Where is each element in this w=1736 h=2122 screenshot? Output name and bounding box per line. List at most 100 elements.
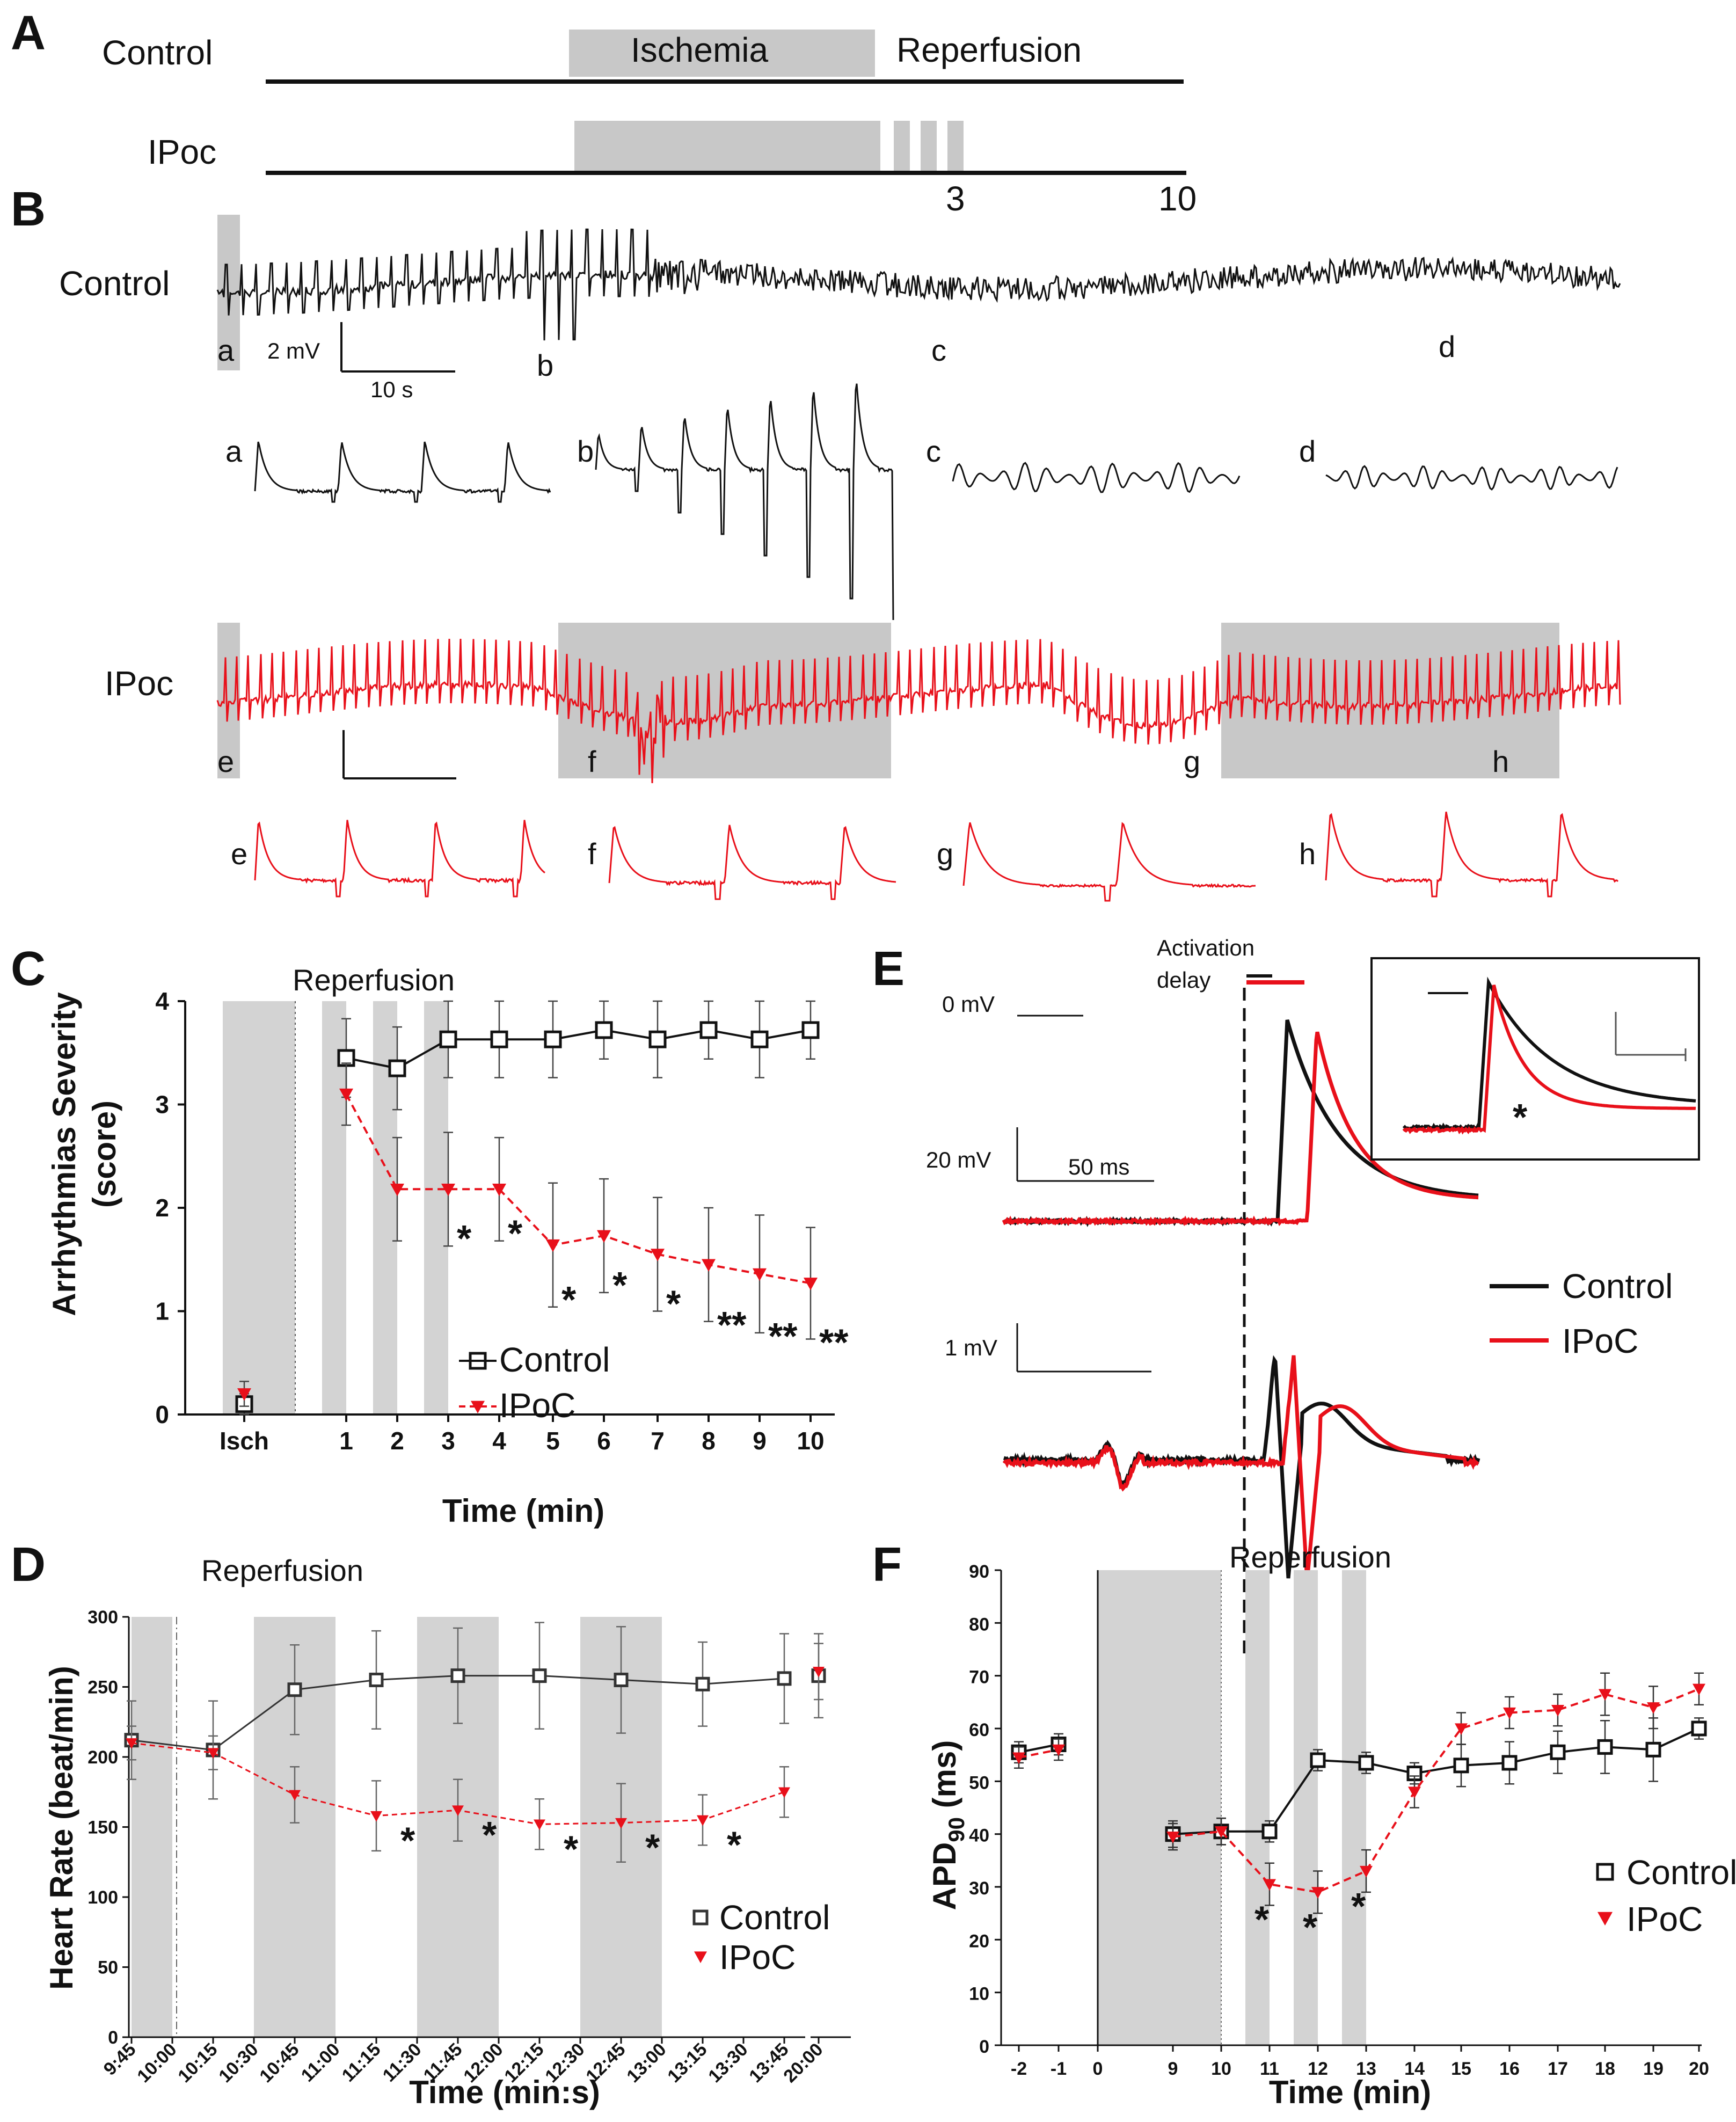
chart-c-ytick-label: 0	[155, 1401, 169, 1428]
chart-f-ytick-label: 10	[969, 1984, 989, 2004]
chart-f-point-ipoc	[1360, 1865, 1373, 1878]
marker-a: a	[217, 333, 235, 367]
chart-d-point-ipoc	[813, 1666, 825, 1678]
panel-f-label: F	[872, 1538, 902, 1592]
zoom-label-a: a	[225, 434, 243, 468]
chart-d-ytick-label: 100	[87, 1887, 118, 1908]
chart-f-ytick-label: 0	[979, 2037, 989, 2057]
chart-c-ylabel-1: Arrhythmias Severity	[46, 992, 82, 1316]
chart-c-point-ipoc	[702, 1259, 716, 1272]
zoom-label-h: h	[1299, 837, 1316, 871]
chart-c-point-ipoc	[546, 1239, 560, 1252]
chart-f-ytick-label: 80	[969, 1614, 989, 1635]
marker-f: f	[588, 745, 596, 778]
ipoc-cycle-3	[947, 121, 964, 172]
zoom-label-d: d	[1299, 434, 1316, 468]
panel-b-label: B	[11, 183, 46, 236]
chart-f-ylabel: APD90 (ms)	[927, 1740, 969, 1910]
reperfusion-label: Reperfusion	[896, 31, 1082, 69]
chart-f-point-ipoc	[1311, 1887, 1324, 1899]
chart-c-ytick-label: 3	[155, 1091, 169, 1119]
scale-1mv: 1 mV	[945, 1335, 997, 1360]
ecg-ipoc-trace	[216, 638, 1621, 783]
chart-f-point-control	[1550, 1744, 1566, 1760]
zoom-label-c: c	[926, 434, 941, 468]
chart-f-point-ipoc	[1455, 1723, 1468, 1735]
time-mark-10: 10	[1158, 179, 1197, 218]
legend-e-control: Control	[1562, 1267, 1673, 1306]
chart-f-point-ipoc	[1599, 1689, 1611, 1701]
zoom-label-b: b	[577, 434, 594, 468]
chart-f-point-control	[1261, 1824, 1278, 1840]
chart-c-significance: *	[561, 1279, 577, 1321]
chart-d-ytick-label: 300	[87, 1607, 118, 1628]
chart-d-point-ipoc	[207, 1748, 219, 1759]
chart-f-legend-ipoc: IPoC	[1626, 1900, 1703, 1938]
chart-d-ytick-label: 0	[108, 2028, 118, 2048]
chart-f-xtick-label: 17	[1548, 2059, 1568, 2079]
chart-d-ytick-label: 150	[87, 1818, 118, 1838]
chart-f-point-control	[1453, 1758, 1469, 1774]
scale-2mv: 2 mV	[267, 338, 320, 363]
chart-c-point-ipoc	[597, 1230, 611, 1243]
chart-d-point-ipoc	[289, 1790, 301, 1801]
chart-d-shaded-band-1	[132, 1617, 172, 2037]
ischemia-label: Ischemia	[631, 31, 769, 69]
chart-f-point-control	[1645, 1741, 1661, 1758]
chart-f-ytick-label: 30	[969, 1878, 989, 1899]
chart-d-plot: 0501001502002503009:4510:0010:1510:3010:…	[87, 1607, 851, 2087]
chart-c-reperfusion-band-1	[322, 1001, 346, 1414]
chart-f-xtick-label: 13	[1356, 2059, 1376, 2079]
chart-f-xtick-label: 0	[1093, 2059, 1103, 2079]
chart-f-xtick-label: -2	[1011, 2059, 1027, 2079]
chart-f-series-line-control-1	[1172, 1727, 1699, 1835]
chart-c-xtick-label: Isch	[220, 1427, 269, 1455]
panel-a-row-control-label: Control	[102, 33, 213, 72]
chart-c-xtick-label: 3	[441, 1427, 455, 1455]
chart-f-xtick-label: 19	[1643, 2059, 1664, 2079]
chart-c-series-line-ipoc	[345, 1093, 811, 1285]
chart-d-legend-control: Control	[719, 1898, 830, 1937]
chart-d-ytick-label: 200	[87, 1747, 118, 1768]
panel-d-annotation: Reperfusion	[201, 1554, 363, 1587]
chart-d-point-ipoc	[778, 1787, 790, 1798]
chart-c-legend-control: Control	[499, 1340, 610, 1379]
chart-c-xtick-label: 5	[546, 1427, 560, 1455]
chart-c-significance: **	[717, 1304, 747, 1346]
chart-f-xtick-label: -1	[1051, 2059, 1067, 2079]
chart-f-point-ipoc	[1215, 1826, 1228, 1838]
chart-d-point-ipoc	[697, 1815, 709, 1826]
chart-c-significance: *	[457, 1217, 472, 1259]
chart-c-point-ipoc	[651, 1249, 665, 1261]
inset-significance: *	[1513, 1096, 1528, 1138]
chart-f-point-ipoc	[1263, 1879, 1276, 1891]
zoom-label-g: g	[937, 837, 953, 871]
ischemia-block-ipoc	[574, 121, 880, 172]
chart-c-point-control	[439, 1030, 457, 1048]
chart-c-reperfusion-band-3	[424, 1001, 448, 1414]
chart-f-xtick-label: 15	[1451, 2059, 1471, 2079]
chart-d-point-control	[287, 1682, 302, 1697]
chart-f-xtick-label: 12	[1308, 2059, 1328, 2079]
chart-f-significance: *	[1351, 1885, 1366, 1927]
ecg-ipoc-window-f	[558, 623, 891, 778]
chart-f-legend-ipoc-marker	[1598, 1912, 1613, 1926]
chart-c-significance: *	[508, 1213, 523, 1255]
marker-e: e	[217, 745, 234, 778]
chart-c-ischemia-band	[223, 1001, 295, 1414]
zoom-label-e: e	[231, 837, 247, 871]
ecg-ipoc-window-e	[217, 623, 240, 778]
chart-d-significance: *	[482, 1814, 497, 1856]
chart-d-point-control	[777, 1671, 792, 1686]
chart-f-point-control	[1691, 1720, 1707, 1737]
chart-d-xlabel: Time (min:s)	[409, 2074, 600, 2110]
chart-d-point-control	[614, 1672, 629, 1687]
panel-d-label: D	[11, 1538, 46, 1592]
legend-e-ipoc: IPoC	[1562, 1322, 1638, 1360]
chart-c-xtick-label: 9	[753, 1427, 767, 1455]
chart-c-legend-ipoc-marker	[471, 1401, 485, 1413]
chart-d-ylabel: Heart Rate (beat/min)	[43, 1666, 79, 1989]
chart-f-xtick-label: 14	[1404, 2059, 1425, 2079]
